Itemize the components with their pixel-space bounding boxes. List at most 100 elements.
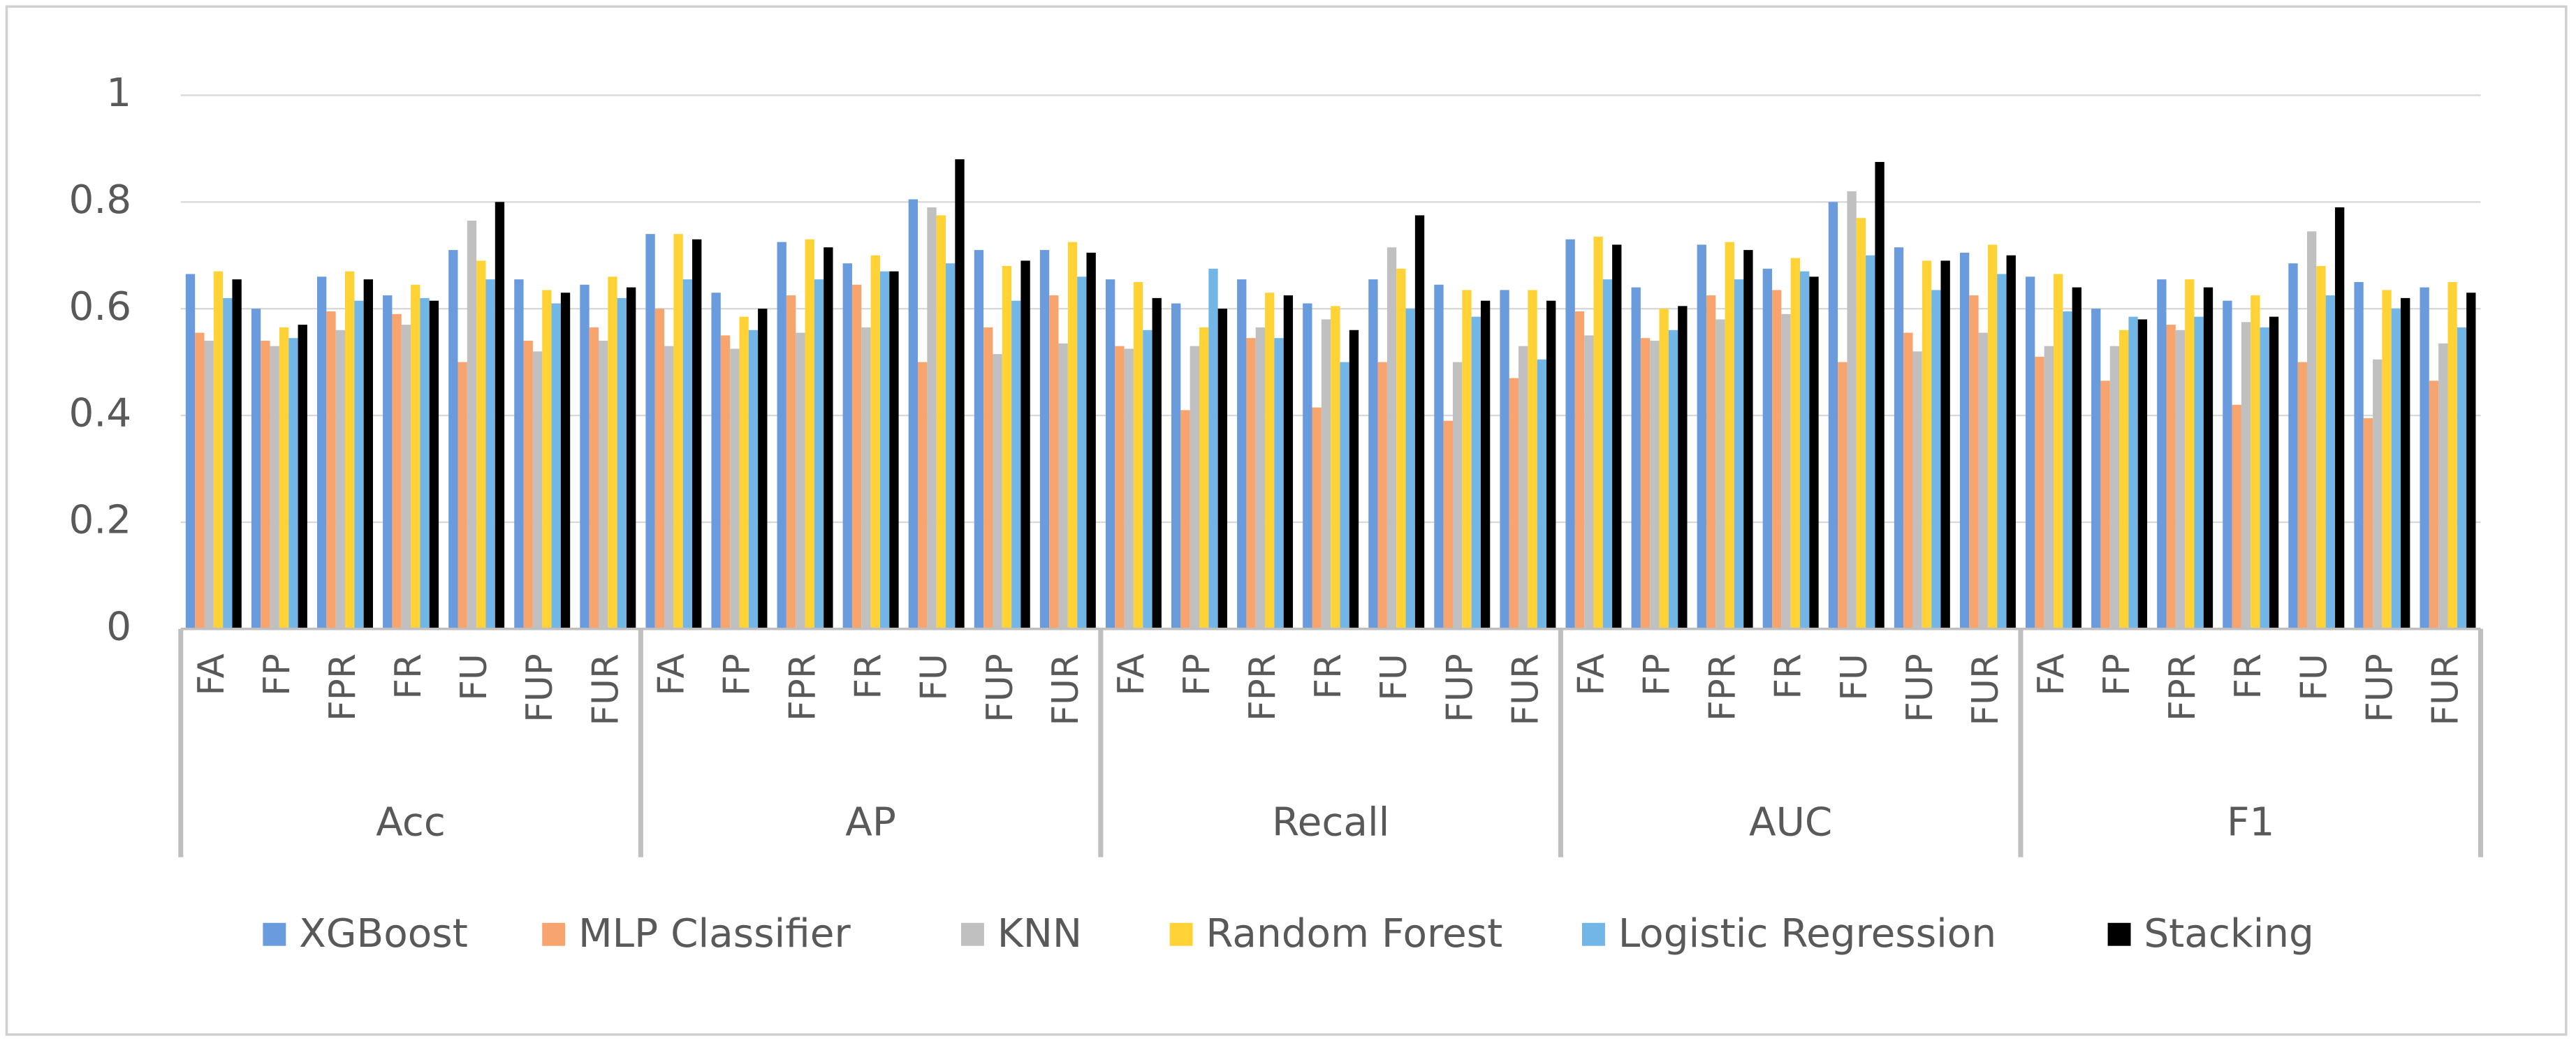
bar [1077,276,1087,629]
bar [1800,271,1810,629]
bar [223,297,233,629]
bar [2223,300,2232,629]
bar [1678,306,1688,629]
bar [1002,266,1012,629]
bar [1199,327,1209,629]
bar [204,341,214,629]
x-tick-label: FR [848,654,890,700]
bar [1471,316,1481,629]
bar [335,330,345,629]
bar [673,234,683,629]
bar [1321,319,1331,629]
bar [1518,346,1528,629]
bar [1143,330,1152,629]
bar [542,290,552,629]
bar [383,295,393,629]
bar [2232,404,2241,629]
bar [1349,330,1359,629]
x-tick-label: FR [2227,654,2269,700]
bar [2297,362,2307,629]
bar [1049,295,1059,629]
bar [2316,266,2326,629]
bar [2006,255,2016,629]
x-tick-label: FR [388,654,430,700]
x-tick-label: FU [1373,654,1415,701]
bar [842,263,852,629]
bar [2457,327,2467,629]
bar [1668,330,1678,629]
bar [946,263,956,629]
bar [2194,316,2204,629]
bar [1105,279,1115,629]
legend-label: Random Forest [1206,911,1502,957]
legend-label: KNN [997,911,1082,957]
bar [1246,338,1256,629]
bar [298,325,307,629]
bar [1340,362,1349,629]
bar [2391,309,2401,629]
bar [270,346,279,629]
bar [1612,244,1622,629]
bar [1528,290,1537,629]
bar [1452,362,1463,629]
bar [495,202,505,629]
bar [363,279,373,629]
bar [429,300,439,629]
x-tick-label: FP [1637,654,1678,696]
bar [1725,242,1734,629]
bar [1011,300,1021,629]
x-tick-label: FUP [979,654,1021,723]
bar [1584,335,1594,629]
bar [1462,290,1472,629]
legend-swatch [1581,922,1605,946]
bar [2185,279,2195,629]
bar [2373,359,2383,629]
bar [1171,303,1181,629]
bar [232,279,242,629]
x-tick-label: FU [2293,654,2335,701]
bar [1480,300,1491,629]
bar [1940,260,1950,629]
bar [1020,260,1030,629]
x-tick-label: FPR [782,654,824,721]
bar [344,271,355,629]
bar [1856,218,1866,629]
bar [1987,244,1998,629]
bar [279,327,289,629]
bar [326,311,336,629]
bar [1931,290,1941,629]
bar [1237,279,1247,629]
bar [879,271,890,629]
bar [974,250,984,629]
bar [1443,420,1453,629]
bar [955,159,965,629]
bar [720,335,731,629]
bar [1650,341,1660,629]
bar [2325,295,2335,629]
x-tick-label: FP [716,654,758,696]
bar [1434,284,1444,629]
y-tick-label: 0.6 [68,284,131,330]
bar [908,199,919,629]
bar [758,309,768,629]
legend-label: MLP Classifier [578,911,851,957]
bar [2466,293,2476,629]
x-tick-label: FUR [1505,654,1546,726]
bar [1809,276,1819,629]
x-tick-label: FP [1176,654,1218,696]
bar [1828,202,1838,629]
x-tick-label: FPR [1242,654,1284,721]
bar [1133,281,1143,629]
y-tick-label: 0.8 [68,177,131,223]
bar [870,255,880,629]
bar [1500,290,1509,629]
bar [2128,316,2138,629]
bar [195,332,205,629]
bar [514,279,524,629]
bar [598,341,608,629]
bar [1762,268,1773,629]
bar [730,348,740,629]
bar [654,309,665,629]
bar [1208,268,1218,629]
bar [608,276,617,629]
